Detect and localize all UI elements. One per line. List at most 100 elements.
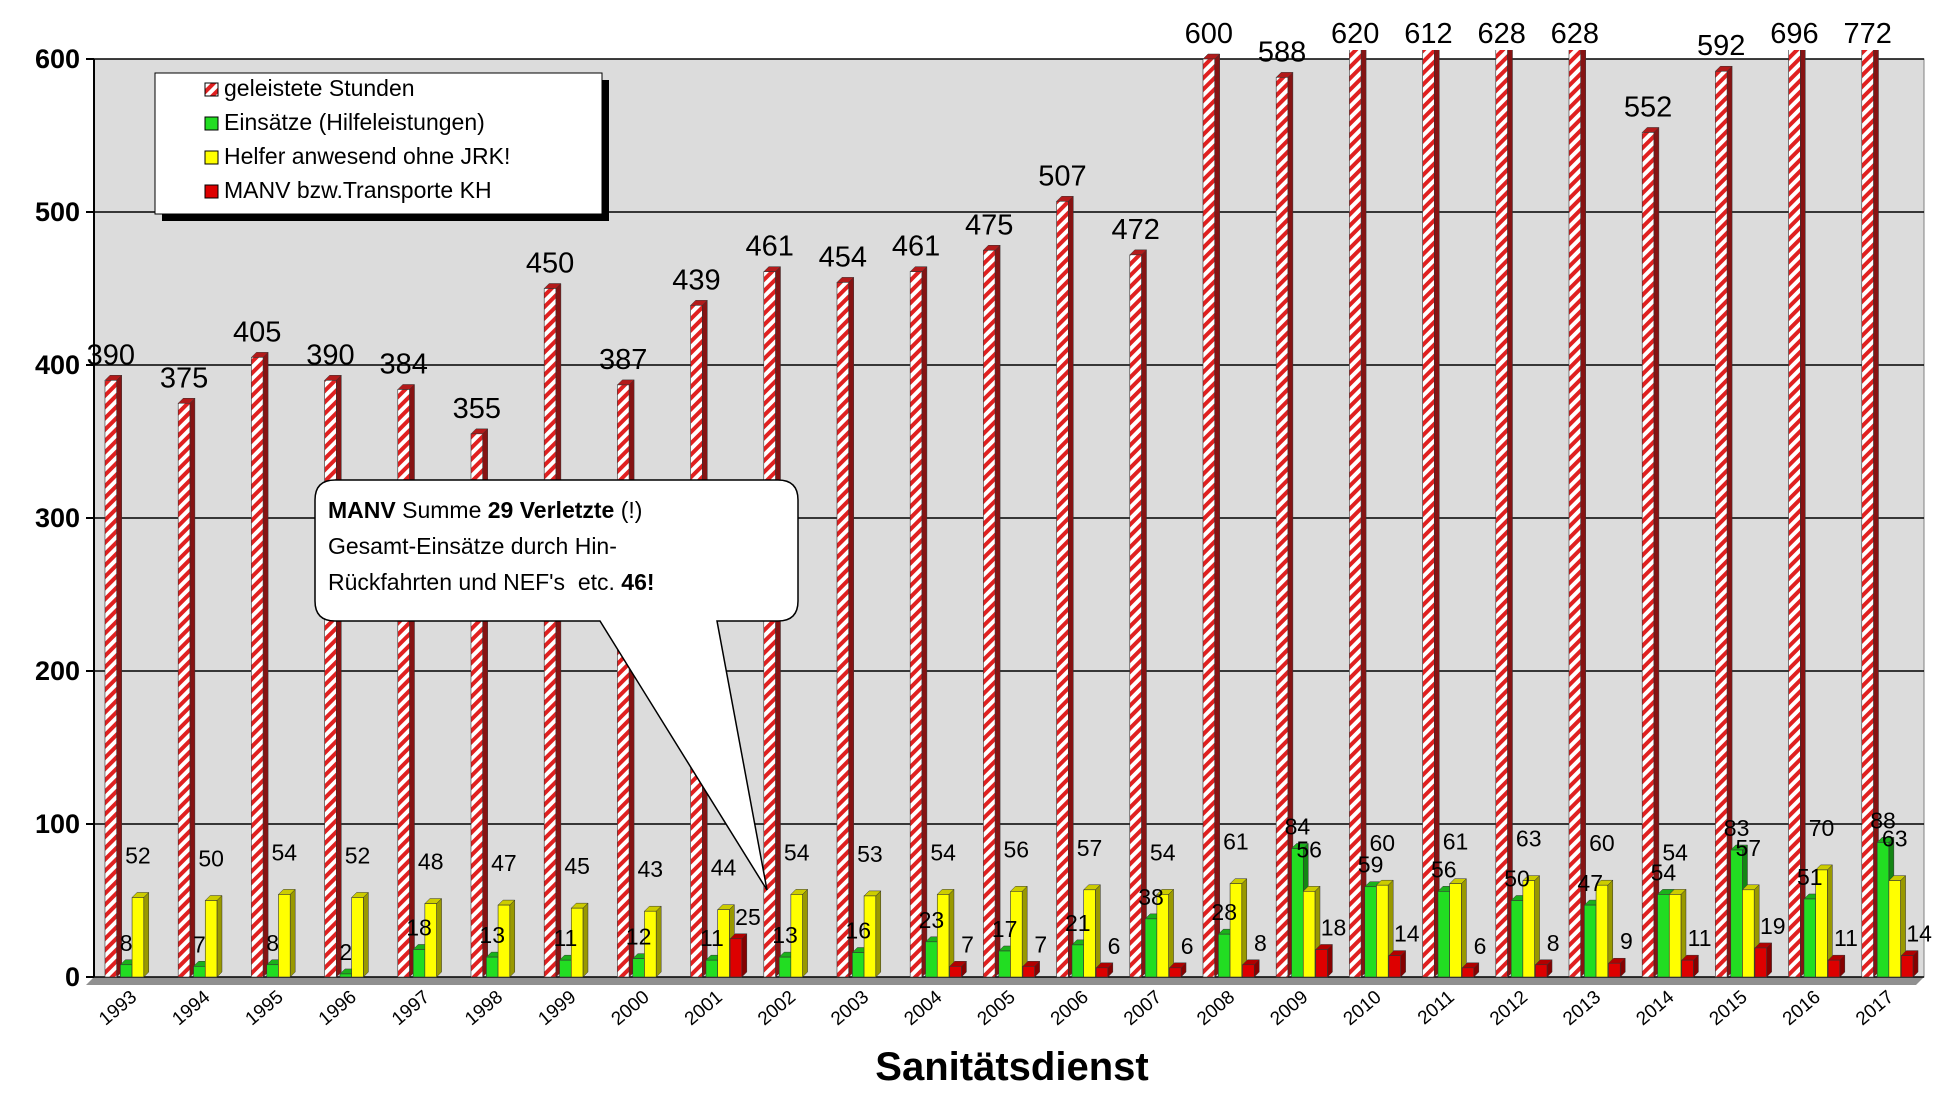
bar-side [875,890,882,978]
value-label: 52 [345,842,371,868]
x-tick-label: 2010 [1340,987,1386,1030]
bar [1302,891,1316,978]
x-tick-label: 2013 [1559,987,1605,1030]
bar [1742,889,1755,978]
bar-side [509,899,516,978]
bar [1449,883,1462,978]
legend: geleistete Stunden Einsätze (Hilfeleistun… [154,72,609,221]
value-label: 43 [638,856,664,882]
bar-side [555,282,562,978]
bar [983,249,996,978]
value-label: 57 [1736,835,1762,861]
callout-run: Rückfahrten und NEF's etc. [328,569,621,595]
value-label: 28 [1211,899,1237,925]
bar-side [775,266,781,978]
x-tick-label: 2002 [754,987,800,1030]
bar [1022,965,1035,978]
value-label: 54 [1651,859,1677,885]
bar-top [1569,11,1586,16]
bar-side [1653,126,1660,978]
value-label: 7 [1034,931,1047,957]
value-label: 375 [160,362,208,394]
bar [470,433,483,978]
value-label: 38 [1138,884,1164,910]
bar [1730,849,1743,978]
bar-side [1360,50,1367,978]
bar-side [1580,50,1586,978]
bar [497,904,511,978]
value-label: 47 [1577,870,1603,896]
bar-side [1507,50,1513,978]
value-label: 390 [306,339,354,371]
x-tick-label: 2017 [1852,987,1898,1030]
value-label: 628 [1551,18,1599,50]
bar [104,379,117,978]
value-label: 54 [1662,839,1688,865]
bar-side [363,891,369,978]
bar-side [582,902,589,978]
bar [1056,200,1069,978]
bar-side [1800,50,1806,978]
value-label: 48 [418,849,444,875]
legend-swatch [204,150,219,165]
x-tick-label: 2000 [608,987,654,1030]
value-label: 8 [266,930,279,956]
value-label: 628 [1477,18,1525,50]
value-label: 588 [1258,36,1306,68]
bar-side [1214,53,1220,978]
bar-side [1141,249,1147,978]
bar [1095,967,1109,978]
value-label: 384 [379,348,427,380]
bar [1522,880,1535,978]
value-label: 84 [1285,813,1311,839]
x-tick-label: 1998 [461,987,507,1030]
callout-run: 29 Verletzte [488,497,615,523]
value-label: 57 [1077,835,1103,861]
bar-side [1287,71,1294,978]
callout: MANV Summe 29 Verletzte (!) Gesamt-Einsät… [314,479,799,891]
bar-side [741,933,748,978]
x-tick-label: 2001 [681,987,727,1030]
bar [1202,58,1215,978]
bar [1608,962,1621,978]
value-label: 54 [930,839,956,865]
x-tick-label: 2006 [1047,987,1093,1030]
y-tick-label: 0 [65,962,80,992]
value-label: 14 [1394,921,1420,947]
value-label: 56 [1004,836,1030,862]
bar [1229,883,1243,978]
bar-side [1095,884,1101,978]
bar [1388,955,1401,978]
value-label: 6 [1474,933,1487,959]
bar [1901,955,1914,978]
x-tick-label: 2012 [1486,987,1532,1030]
value-label: 17 [992,916,1018,942]
bar-side [628,379,635,978]
x-tick-label: 1999 [534,987,580,1030]
bar-side [1766,942,1772,978]
bar [1788,50,1801,978]
bar [177,402,191,978]
bar [1535,964,1548,978]
bar-side [1168,888,1174,978]
bar-side [848,276,854,978]
value-label: 50 [1504,866,1530,892]
bar [836,282,849,978]
value-label: 60 [1589,830,1615,856]
callout-run: (!) [614,497,642,523]
bar [729,938,743,978]
value-label: 23 [919,907,945,933]
bar-side [116,374,122,978]
bar [424,903,437,978]
bar [949,965,962,978]
value-label: 21 [1065,910,1091,936]
bar [278,894,291,978]
bar [1595,884,1609,978]
bar [1461,967,1475,978]
bar [397,389,410,978]
bar [1803,898,1816,978]
value-label: 88 [1870,807,1896,833]
bar [339,973,352,978]
bar [1681,959,1694,978]
